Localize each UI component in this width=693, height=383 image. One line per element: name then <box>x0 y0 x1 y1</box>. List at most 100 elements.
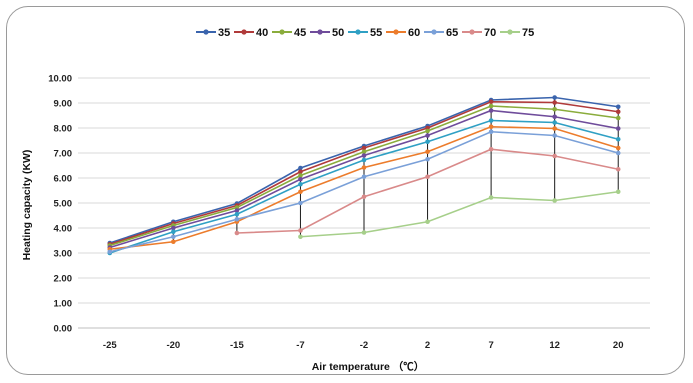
data-point <box>488 99 494 105</box>
data-point <box>361 194 367 200</box>
legend-label: 45 <box>294 27 306 39</box>
legend-marker <box>241 29 247 35</box>
data-point <box>615 136 621 142</box>
data-point <box>234 216 240 222</box>
data-point <box>361 157 367 163</box>
x-tick-label: 7 <box>488 340 493 351</box>
y-tick-label: 7.00 <box>54 149 73 160</box>
data-point <box>361 165 367 170</box>
data-point <box>234 230 240 236</box>
legend-item: 70 <box>462 27 496 39</box>
x-axis-title: Air temperature （℃） <box>312 360 425 373</box>
data-point <box>298 165 303 171</box>
legend-item: 60 <box>386 27 420 39</box>
data-point <box>488 195 494 200</box>
legend-item: 65 <box>424 27 458 39</box>
y-axis-title: Heating capacity (KW) <box>21 150 33 261</box>
x-tick-label: 12 <box>549 340 560 351</box>
x-tick-label: -15 <box>230 340 244 351</box>
data-point <box>552 100 557 105</box>
y-tick-label: 0.00 <box>54 324 73 335</box>
legend-marker <box>507 29 513 35</box>
y-tick-label: 1.00 <box>54 299 73 310</box>
data-point <box>107 249 113 255</box>
legend-marker <box>279 29 285 35</box>
legend-marker <box>317 29 323 35</box>
data-point <box>615 145 621 151</box>
series-line <box>300 190 619 238</box>
legend-item: 75 <box>500 27 534 39</box>
x-tick-label: -25 <box>103 340 117 351</box>
data-point <box>298 200 303 206</box>
data-point <box>298 234 303 240</box>
legend-label: 60 <box>408 27 420 39</box>
data-point <box>552 126 557 131</box>
data-point <box>488 146 494 152</box>
data-point <box>361 230 367 235</box>
data-point <box>552 114 557 120</box>
x-tick-label: 2 <box>425 340 430 351</box>
data-point <box>615 126 621 131</box>
data-point <box>552 120 557 125</box>
series-layer <box>107 95 621 256</box>
data-point <box>615 109 621 115</box>
data-point <box>234 211 240 217</box>
legend-item: 35 <box>196 27 230 39</box>
data-point <box>615 115 621 121</box>
data-point <box>171 229 176 235</box>
data-point <box>425 149 430 155</box>
data-point <box>425 219 430 225</box>
data-point <box>361 149 367 155</box>
data-point <box>488 108 494 113</box>
data-point <box>425 128 430 134</box>
legend-label: 65 <box>446 27 458 39</box>
data-point <box>171 225 176 231</box>
legend-marker <box>431 29 437 35</box>
legend-marker <box>203 29 209 35</box>
y-tick-label: 8.00 <box>54 124 73 135</box>
y-tick-label: 6.00 <box>54 174 73 185</box>
chart-frame <box>6 6 685 375</box>
data-point <box>298 173 303 178</box>
legend-item: 40 <box>234 27 268 39</box>
legend-label: 70 <box>484 27 496 39</box>
data-point <box>615 189 621 195</box>
y-tick-label: 9.00 <box>54 99 73 110</box>
data-point <box>552 133 557 138</box>
data-point <box>361 153 367 158</box>
data-point <box>552 106 557 112</box>
data-point <box>425 174 430 180</box>
x-tick-label: -7 <box>296 340 304 351</box>
data-point <box>615 150 621 156</box>
legend-marker <box>355 29 361 35</box>
data-point <box>425 133 430 138</box>
legend-label: 40 <box>256 27 268 39</box>
data-point <box>488 124 494 130</box>
series-60 <box>107 124 621 252</box>
y-tick-label: 3.00 <box>54 249 73 260</box>
legend-item: 45 <box>272 27 306 39</box>
data-point <box>234 208 240 213</box>
data-point <box>298 181 303 187</box>
data-point <box>425 156 430 162</box>
series-55 <box>107 118 621 256</box>
legend-label: 75 <box>522 27 534 39</box>
y-tick-label: 5.00 <box>54 199 73 210</box>
x-tick-labels: -25 -20 -15 -7 -2 2 7 12 20 <box>103 340 624 351</box>
data-point <box>171 239 176 245</box>
data-point <box>488 118 494 123</box>
legend-marker <box>393 29 399 35</box>
data-point <box>615 104 621 110</box>
legend-label: 55 <box>370 27 382 39</box>
legend-item: 50 <box>310 27 344 39</box>
data-point <box>298 189 303 195</box>
y-tick-labels: 0.00 1.00 2.00 3.00 4.00 5.00 6.00 7.00 8.00 9.00… <box>48 74 72 335</box>
series-70 <box>234 146 621 236</box>
data-point <box>298 176 303 182</box>
data-point <box>425 139 430 145</box>
y-tick-label: 10.00 <box>48 74 72 85</box>
y-tick-label: 2.00 <box>54 274 73 285</box>
data-point <box>298 228 303 233</box>
data-point <box>488 129 494 135</box>
